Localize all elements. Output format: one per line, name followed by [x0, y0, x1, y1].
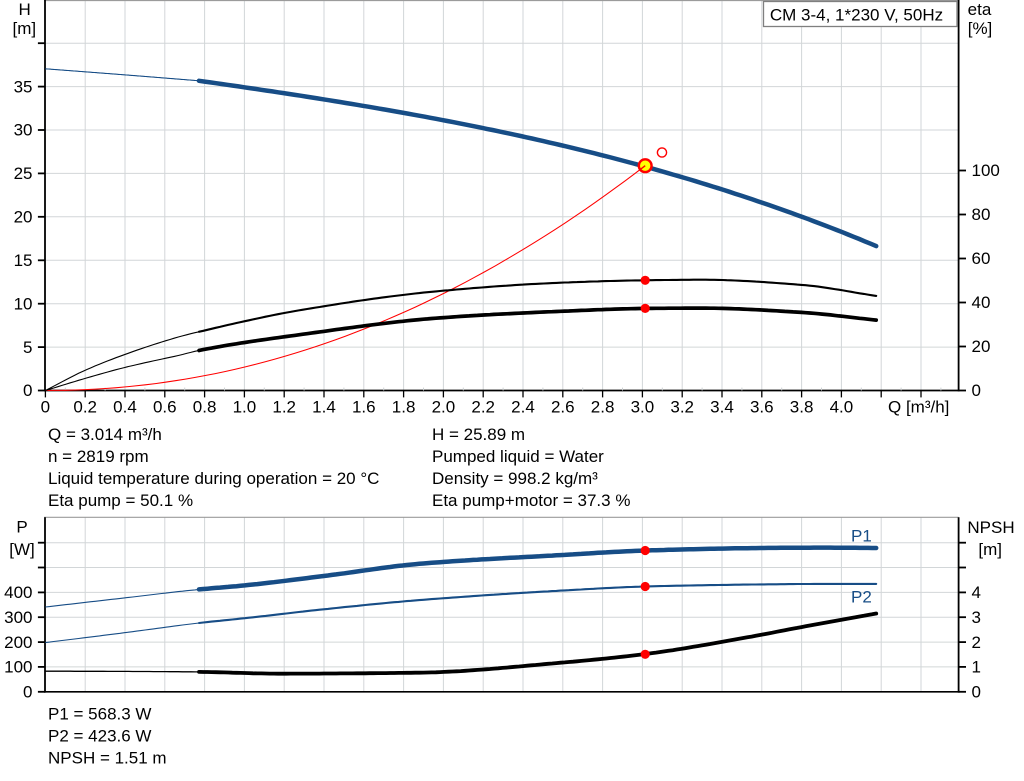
svg-text:20: 20 — [14, 208, 33, 227]
svg-text:Eta pump+motor = 37.3 %: Eta pump+motor = 37.3 % — [432, 491, 630, 510]
svg-text:15: 15 — [14, 251, 33, 270]
svg-text:4.0: 4.0 — [830, 397, 854, 416]
svg-text:0: 0 — [41, 397, 50, 416]
svg-text:[%]: [%] — [968, 19, 993, 38]
svg-text:40: 40 — [972, 293, 991, 312]
svg-text:2.6: 2.6 — [551, 397, 575, 416]
svg-text:P1 = 568.3 W: P1 = 568.3 W — [48, 705, 151, 724]
svg-text:0.4: 0.4 — [113, 397, 137, 416]
svg-text:P2 = 423.6 W: P2 = 423.6 W — [48, 727, 151, 746]
svg-text:10: 10 — [14, 294, 33, 313]
svg-text:1.4: 1.4 — [312, 397, 336, 416]
svg-text:100: 100 — [972, 161, 1000, 180]
svg-text:3.0: 3.0 — [631, 397, 655, 416]
svg-text:25: 25 — [14, 164, 33, 183]
svg-text:3: 3 — [972, 608, 981, 627]
svg-text:3.6: 3.6 — [750, 397, 774, 416]
svg-text:0.6: 0.6 — [153, 397, 177, 416]
svg-text:H: H — [18, 0, 30, 19]
svg-text:CM 3-4, 1*230 V, 50Hz: CM 3-4, 1*230 V, 50Hz — [770, 5, 943, 24]
svg-text:0.2: 0.2 — [73, 397, 97, 416]
svg-text:2.2: 2.2 — [471, 397, 495, 416]
svg-text:Q [m³/h]: Q [m³/h] — [888, 397, 949, 416]
svg-text:1: 1 — [972, 658, 981, 677]
svg-text:20: 20 — [972, 337, 991, 356]
svg-text:300: 300 — [4, 608, 32, 627]
svg-text:400: 400 — [4, 583, 32, 602]
svg-text:0: 0 — [23, 683, 32, 702]
svg-text:Density = 998.2 kg/m³: Density = 998.2 kg/m³ — [432, 469, 598, 488]
svg-text:5: 5 — [23, 338, 32, 357]
svg-text:2.4: 2.4 — [511, 397, 535, 416]
svg-text:4: 4 — [972, 583, 981, 602]
svg-text:P2: P2 — [851, 587, 872, 606]
svg-text:0: 0 — [23, 381, 32, 400]
svg-text:H = 25.89 m: H = 25.89 m — [432, 425, 525, 444]
svg-text:eta: eta — [968, 0, 992, 19]
svg-text:Pumped liquid = Water: Pumped liquid = Water — [432, 447, 604, 466]
svg-text:Eta pump = 50.1 %: Eta pump = 50.1 % — [48, 491, 193, 510]
svg-text:1.0: 1.0 — [233, 397, 257, 416]
svg-text:[m]: [m] — [12, 19, 36, 38]
svg-text:0: 0 — [972, 683, 981, 702]
svg-text:NPSH = 1.51 m: NPSH = 1.51 m — [48, 749, 167, 768]
svg-text:3.4: 3.4 — [710, 397, 734, 416]
svg-text:NPSH: NPSH — [967, 518, 1014, 537]
svg-text:[W]: [W] — [9, 540, 35, 559]
svg-text:n = 2819 rpm: n = 2819 rpm — [48, 447, 149, 466]
svg-text:100: 100 — [4, 658, 32, 677]
svg-text:2.8: 2.8 — [591, 397, 615, 416]
svg-text:[m]: [m] — [978, 540, 1002, 559]
svg-text:0.8: 0.8 — [193, 397, 217, 416]
svg-text:2.0: 2.0 — [432, 397, 456, 416]
svg-text:P1: P1 — [851, 527, 872, 546]
svg-text:0: 0 — [972, 381, 981, 400]
svg-text:60: 60 — [972, 249, 991, 268]
svg-text:35: 35 — [14, 77, 33, 96]
svg-text:Q = 3.014 m³/h: Q = 3.014 m³/h — [48, 425, 162, 444]
svg-text:2: 2 — [972, 633, 981, 652]
svg-text:1.6: 1.6 — [352, 397, 376, 416]
svg-text:3.2: 3.2 — [670, 397, 694, 416]
svg-text:30: 30 — [14, 121, 33, 140]
svg-text:Liquid temperature during oper: Liquid temperature during operation = 20… — [48, 469, 379, 488]
svg-text:200: 200 — [4, 633, 32, 652]
svg-text:1.2: 1.2 — [272, 397, 296, 416]
svg-text:1.8: 1.8 — [392, 397, 416, 416]
svg-text:80: 80 — [972, 205, 991, 224]
svg-text:P: P — [16, 518, 27, 537]
svg-text:3.8: 3.8 — [790, 397, 814, 416]
